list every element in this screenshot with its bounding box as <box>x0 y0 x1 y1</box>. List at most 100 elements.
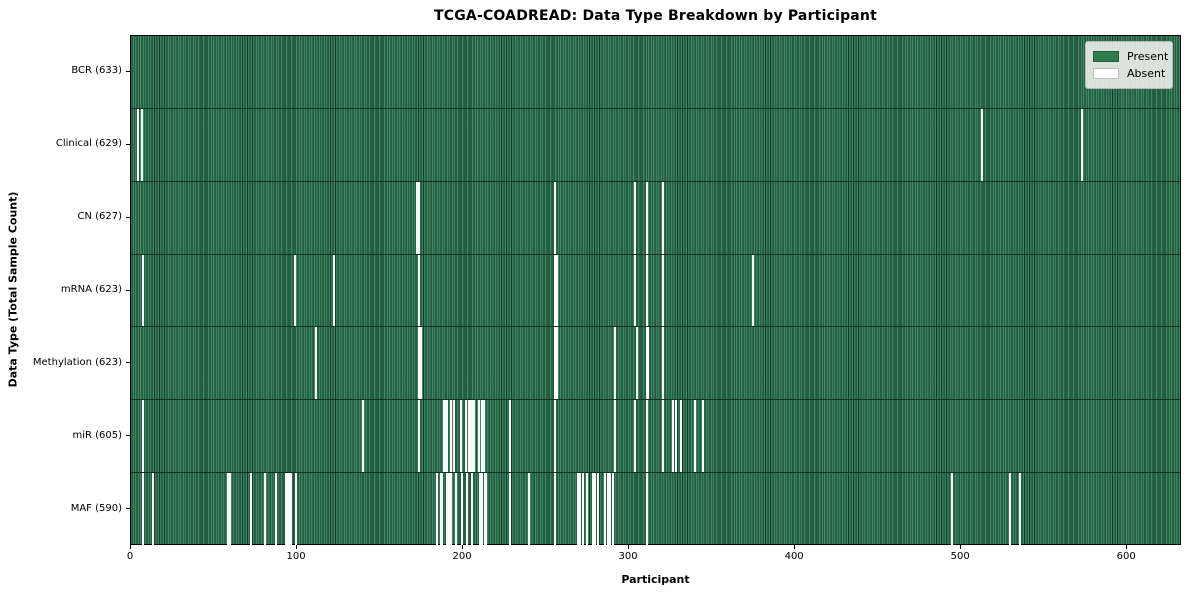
absent-stripe <box>693 400 696 473</box>
absent-stripe <box>227 473 230 546</box>
absent-stripe <box>419 327 422 400</box>
y-tick-label: miR (605) <box>72 429 122 441</box>
x-tick-label: 0 <box>126 551 134 562</box>
absent-stripe <box>603 473 607 546</box>
absent-stripe <box>633 400 636 473</box>
absent-stripe <box>288 473 291 546</box>
row-band-cn <box>131 181 1180 255</box>
legend-item-absent: Absent <box>1093 65 1166 82</box>
absent-stripe <box>607 473 610 546</box>
legend-label-absent: Absent <box>1127 67 1166 80</box>
absent-stripe <box>471 400 474 473</box>
absent-stripe <box>142 254 145 327</box>
absent-stripe <box>142 400 145 473</box>
absent-stripe <box>554 181 557 254</box>
absent-stripe <box>633 181 636 254</box>
row-band-mir <box>131 400 1180 474</box>
absent-stripe <box>285 473 288 546</box>
absent-stripe <box>645 254 648 327</box>
absent-stripe <box>554 327 557 400</box>
legend-item-present: Present <box>1093 48 1168 65</box>
absent-stripe <box>295 473 298 546</box>
x-tick-mark <box>628 545 630 549</box>
absent-stripe <box>447 473 450 546</box>
absent-stripe <box>613 400 616 473</box>
absent-stripe <box>594 473 597 546</box>
absent-stripe <box>554 254 557 327</box>
absent-stripe <box>464 400 467 473</box>
plot-area: Present Absent <box>130 35 1181 546</box>
x-tick-mark <box>960 545 962 549</box>
absent-stripe <box>315 327 318 400</box>
absent-stripe <box>645 181 648 254</box>
y-tick-label: CN (627) <box>77 211 122 223</box>
x-tick-label: 100 <box>286 551 306 562</box>
absent-stripe <box>633 254 636 327</box>
x-tick-mark <box>794 545 796 549</box>
absent-stripe <box>361 400 364 473</box>
x-tick-mark <box>296 545 298 549</box>
absent-stripe <box>444 400 447 473</box>
absent-stripe <box>439 473 442 546</box>
absent-stripe <box>554 473 557 546</box>
absent-stripe <box>418 400 421 473</box>
row-band-bcr <box>131 36 1180 109</box>
x-tick-label: 400 <box>784 551 804 562</box>
absent-stripe <box>477 400 480 473</box>
absent-stripe <box>555 327 558 400</box>
absent-stripe <box>1080 108 1083 181</box>
absent-stripe <box>1019 473 1022 546</box>
absent-stripe <box>662 400 665 473</box>
absent-stripe <box>471 473 474 546</box>
absent-stripe <box>635 327 638 400</box>
absent-stripe <box>452 400 455 473</box>
absent-stripe <box>662 327 665 400</box>
absent-stripe <box>662 181 665 254</box>
absent-stripe <box>608 473 612 546</box>
absent-stripe <box>1009 473 1012 546</box>
absent-stripe <box>482 400 485 473</box>
x-tick-mark <box>462 545 464 549</box>
x-tick-label: 500 <box>950 551 970 562</box>
absent-stripe <box>613 327 616 400</box>
x-tick-label: 300 <box>618 551 638 562</box>
absent-stripe <box>479 473 482 546</box>
absent-stripe <box>701 400 704 473</box>
absent-stripe <box>418 181 421 254</box>
absent-stripe <box>555 254 558 327</box>
legend-label-present: Present <box>1127 50 1169 63</box>
absent-stripe <box>680 400 683 473</box>
absent-stripe <box>275 473 278 546</box>
absent-stripe <box>951 473 954 546</box>
absent-stripe <box>436 473 439 546</box>
absent-stripe <box>592 473 595 546</box>
y-tick-mark <box>126 508 130 510</box>
absent-stripe <box>582 473 585 546</box>
absent-stripe <box>449 400 452 473</box>
row-band-maf <box>131 473 1180 546</box>
absent-stripe <box>472 400 475 473</box>
absent-stripe <box>263 473 266 546</box>
x-tick-mark <box>1126 545 1128 549</box>
absent-stripe <box>645 473 648 546</box>
y-tick-mark <box>126 143 130 145</box>
absent-stripe <box>442 400 445 473</box>
absent-stripe <box>228 473 231 546</box>
y-tick-mark <box>126 289 130 291</box>
chart-title: TCGA-COADREAD: Data Type Breakdown by Pa… <box>434 8 877 24</box>
absent-stripe <box>152 473 155 546</box>
absent-stripe <box>577 473 580 546</box>
row-band-mrna <box>131 254 1180 328</box>
absent-stripe <box>509 473 512 546</box>
absent-stripe <box>459 400 462 473</box>
absent-stripe <box>142 473 145 546</box>
y-tick-label: Methylation (623) <box>32 356 122 368</box>
y-tick-label: BCR (633) <box>71 65 122 77</box>
absent-stripe <box>137 108 140 181</box>
absent-stripe <box>467 400 470 473</box>
x-tick-mark <box>130 545 131 549</box>
absent-stripe <box>509 400 512 473</box>
x-tick-label: 200 <box>452 551 472 562</box>
absent-stripe <box>449 473 452 546</box>
